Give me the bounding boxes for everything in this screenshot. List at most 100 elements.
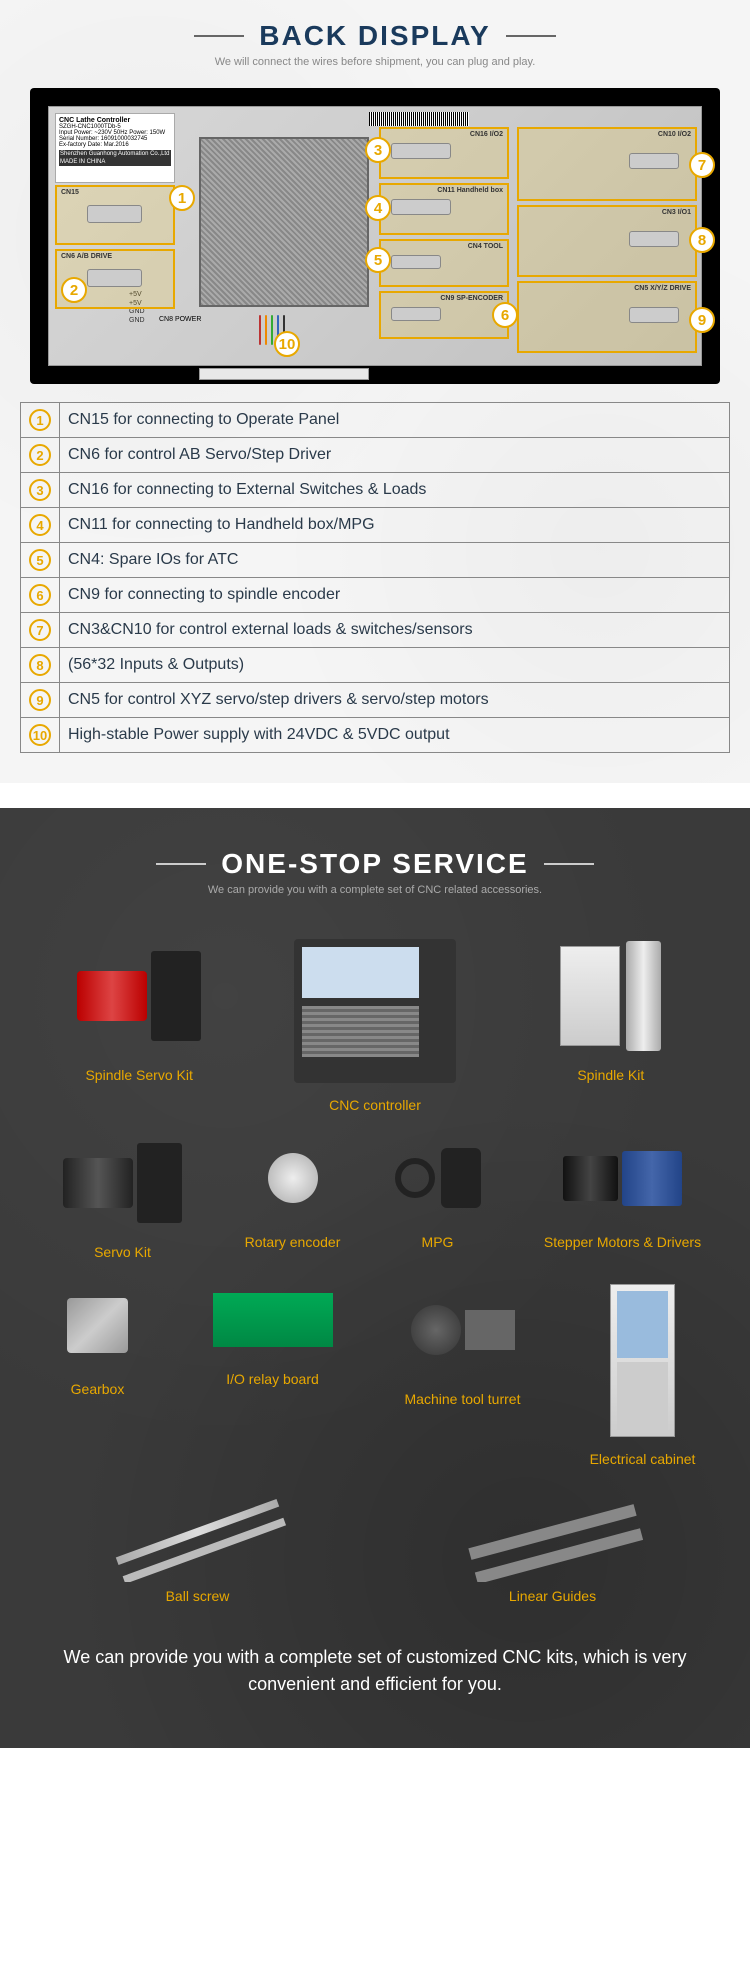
row-number-badge: 4 [29,514,51,536]
product-caption: Linear Guides [509,1588,596,1604]
row-description: CN15 for connecting to Operate Panel [60,403,730,438]
product-item: Electrical cabinet [578,1275,708,1467]
callout-6: 6 [492,302,518,328]
table-row: 5 CN4: Spare IOs for ATC [21,543,730,578]
table-row: 2 CN6 for control AB Servo/Step Driver [21,438,730,473]
table-row: 6 CN9 for connecting to spindle encoder [21,578,730,613]
row-number-badge: 6 [29,584,51,606]
product-item: I/O relay board [198,1275,348,1467]
device-frame: CNC Lathe Controller SZGH-CNC1000TDb-5 I… [30,88,720,384]
product-caption: Ball screw [166,1588,230,1604]
row-description: (56*32 Inputs & Outputs) [60,648,730,683]
product-item: Linear Guides [458,1482,648,1604]
product-item: Ball screw [103,1482,293,1604]
row-number-badge: 5 [29,549,51,571]
product-image [38,1128,208,1238]
product-caption: Gearbox [71,1381,125,1397]
port-cn15: CN15 [55,185,175,245]
service-header: ONE-STOP SERVICE We can provide you with… [25,848,725,896]
callout-9: 9 [689,307,715,333]
product-image [458,1482,648,1582]
product-caption: MPG [422,1234,454,1250]
table-row: 9 CN5 for control XYZ servo/step drivers … [21,683,730,718]
table-row: 1 CN15 for connecting to Operate Panel [21,403,730,438]
cn8-label: CN8 POWER [159,316,201,323]
back-title: BACK DISPLAY [259,20,490,52]
row-number-badge: 2 [29,444,51,466]
table-row: 8 (56*32 Inputs & Outputs) [21,648,730,683]
product-caption: Servo Kit [94,1244,151,1260]
product-image [518,931,703,1061]
back-header: BACK DISPLAY We will connect the wires b… [0,20,750,68]
product-caption: Electrical cabinet [590,1451,696,1467]
product-image [47,931,232,1061]
product-image [578,1275,708,1445]
product-item: CNC controller [285,931,465,1113]
header-dash-left [194,35,244,37]
product-item: Rotary encoder [243,1128,343,1260]
barcode [369,112,469,126]
row-number-badge: 7 [29,619,51,641]
service-title: ONE-STOP SERVICE [221,848,528,880]
callout-1: 1 [169,185,195,211]
port-cn3: CN3 I/O1 [517,205,697,277]
product-caption: Stepper Motors & Drivers [544,1234,701,1250]
power-supply-unit [199,137,369,307]
row-description: CN9 for connecting to spindle encoder [60,578,730,613]
service-subtitle: We can provide you with a complete set o… [25,884,725,896]
back-display-section: BACK DISPLAY We will connect the wires b… [0,0,750,783]
row-number-badge: 1 [29,409,51,431]
callout-10: 10 [274,331,300,357]
product-item: Gearbox [43,1275,153,1467]
product-caption: I/O relay board [226,1371,319,1387]
device-spec-label: CNC Lathe Controller SZGH-CNC1000TDb-5 I… [55,113,175,183]
port-cn10: CN10 I/O2 [517,127,697,201]
product-image [243,1128,343,1228]
product-image [43,1275,153,1375]
port-cn11: CN11 Handheld box [379,183,509,235]
product-image [103,1482,293,1582]
product-image [198,1275,348,1365]
port-description-table: 1 CN15 for connecting to Operate Panel 2 CN… [20,402,730,753]
product-caption: Machine tool turret [405,1391,521,1407]
table-row: 4 CN11 for connecting to Handheld box/MPG [21,508,730,543]
callout-2: 2 [61,277,87,303]
row-description: CN6 for control AB Servo/Step Driver [60,438,730,473]
row-number-badge: 10 [29,724,51,746]
header-dash-left [156,863,206,865]
row-description: CN4: Spare IOs for ATC [60,543,730,578]
callout-4: 4 [365,195,391,221]
wire-bundle [249,315,369,345]
row-description: CN16 for connecting to External Switches… [60,473,730,508]
product-item: Spindle Kit [518,931,703,1113]
row-number-badge: 8 [29,654,51,676]
product-caption: Rotary encoder [245,1234,341,1250]
row-description: CN11 for connecting to Handheld box/MPG [60,508,730,543]
port-cn4: CN4 TOOL [379,239,509,287]
port-cn5: CN5 X/Y/Z DRIVE [517,281,697,353]
row-description: CN5 for control XYZ servo/step drivers &… [60,683,730,718]
back-subtitle: We will connect the wires before shipmen… [0,56,750,68]
product-caption: Spindle Kit [577,1067,644,1083]
psu-terminal [199,368,369,380]
product-item: Stepper Motors & Drivers [533,1128,713,1260]
header-dash-right [506,35,556,37]
table-row: 3CN16 for connecting to External Switche… [21,473,730,508]
product-item: MPG [378,1128,498,1260]
service-footer: We can provide you with a complete set o… [25,1644,725,1698]
product-image [378,1128,498,1228]
row-number-badge: 9 [29,689,51,711]
row-description: CN3&CN10 for control external loads & sw… [60,613,730,648]
product-image [393,1275,533,1385]
product-image [533,1128,713,1228]
table-row: 7 CN3&CN10 for control external loads & s… [21,613,730,648]
product-image [285,931,465,1091]
product-item: Servo Kit [38,1128,208,1260]
callout-7: 7 [689,152,715,178]
callout-8: 8 [689,227,715,253]
port-cn16: CN16 I/O2 [379,127,509,179]
one-stop-service-section: ONE-STOP SERVICE We can provide you with… [0,808,750,1748]
product-caption: Spindle Servo Kit [85,1067,192,1083]
product-caption: CNC controller [329,1097,421,1113]
product-grid: Spindle Servo Kit CNC controller Spindle K… [25,931,725,1604]
